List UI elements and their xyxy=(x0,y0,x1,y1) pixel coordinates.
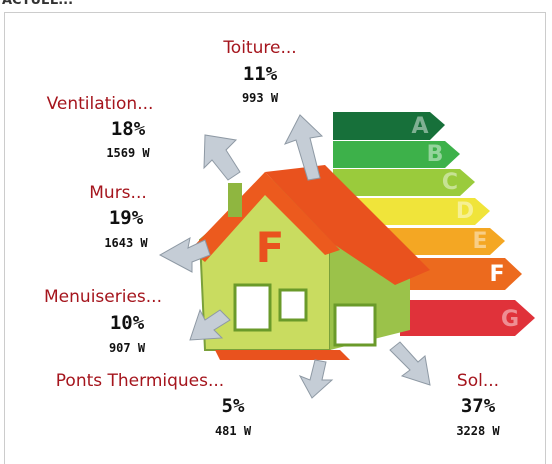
loss-percent: 10% xyxy=(110,312,145,334)
page: ACTUEL... F Toiture... 11% 993 W Ventila… xyxy=(0,0,552,464)
loss-label: Menuiseries... xyxy=(44,287,162,307)
energy-letter: D xyxy=(456,199,474,224)
loss-percent: 11% xyxy=(243,63,278,85)
loss-label: Murs... xyxy=(89,183,147,203)
loss-power: 1569 W xyxy=(106,146,150,160)
house-rating: F xyxy=(256,223,285,272)
loss-label: Ventilation... xyxy=(47,94,154,114)
energy-letter: B xyxy=(427,142,444,167)
energy-letter: C xyxy=(442,170,458,195)
energy-letter: A xyxy=(411,114,428,139)
loss-label: Toiture... xyxy=(222,38,296,58)
header-title: ACTUEL... xyxy=(2,0,73,8)
loss-power: 907 W xyxy=(109,341,146,355)
energy-letter: F xyxy=(489,262,504,287)
energy-letter: E xyxy=(472,229,487,254)
energy-letter: G xyxy=(501,307,519,332)
loss-power: 3228 W xyxy=(456,424,500,438)
loss-power: 993 W xyxy=(242,91,279,105)
loss-label: Ponts Thermiques... xyxy=(56,371,224,391)
loss-percent: 37% xyxy=(461,395,496,417)
loss-percent: 19% xyxy=(109,207,144,229)
loss-percent: 18% xyxy=(111,118,146,140)
loss-power: 481 W xyxy=(215,424,252,438)
loss-percent: 5% xyxy=(222,395,245,417)
loss-power: 1643 W xyxy=(104,236,148,250)
loss-label: Sol... xyxy=(457,371,499,391)
